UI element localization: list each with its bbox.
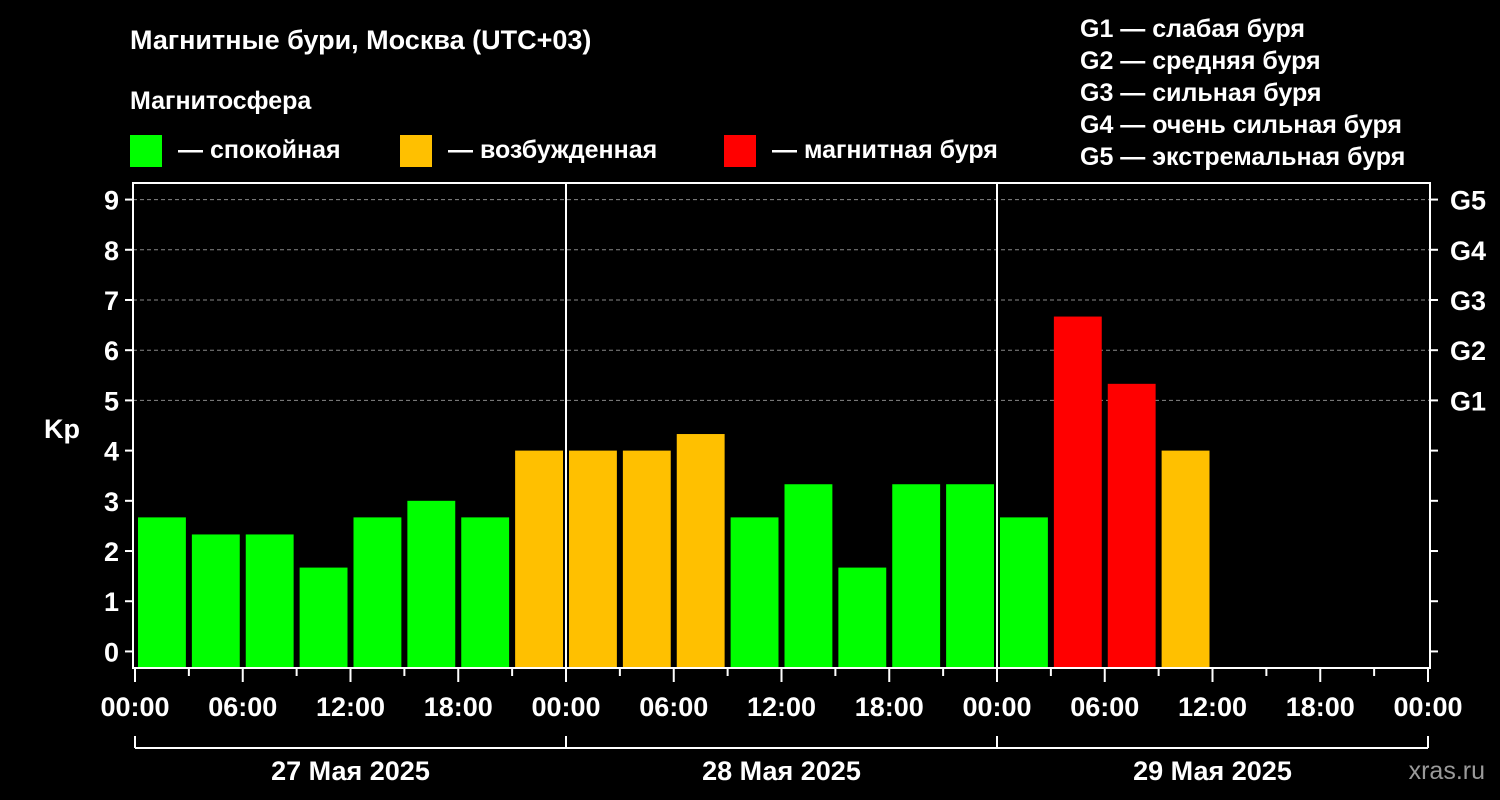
g-legend-item: G3 — сильная буря <box>1080 79 1322 107</box>
kp-bar <box>1107 383 1156 668</box>
kp-bar <box>676 434 725 668</box>
x-tick-label: 06:00 <box>1070 692 1139 722</box>
g-level-label: G4 <box>1450 236 1486 266</box>
legend-title: Магнитосфера <box>130 87 312 115</box>
legend-label: — спокойная <box>178 136 341 164</box>
watermark: xras.ru <box>1409 757 1485 785</box>
kp-bar <box>245 534 294 668</box>
kp-bar <box>461 517 510 668</box>
legend-swatch <box>400 135 432 167</box>
kp-bar <box>1053 316 1102 668</box>
g-legend-item: G4 — очень сильная буря <box>1080 111 1402 139</box>
kp-bar <box>191 534 240 668</box>
g-legend: G1 — слабая буря G2 — средняя буря G3 — си… <box>1080 15 1405 171</box>
y-tick-label: 6 <box>104 336 119 366</box>
chart-title: Магнитные бури, Москва (UTC+03) <box>130 25 591 55</box>
kp-bar <box>1000 517 1048 668</box>
plot-area: 0 1 2 3 4 5 6 7 8 9 G1 G2 G3 G4 G5 00:00 06:00 12:00 18:00… <box>100 182 1486 786</box>
kp-bar <box>946 484 994 668</box>
g-level-label: G3 <box>1450 286 1486 316</box>
kp-bar <box>730 517 779 668</box>
legend-label: — магнитная буря <box>772 136 998 164</box>
kp-bar <box>569 450 617 668</box>
y-tick-label: 3 <box>104 487 119 517</box>
kp-bar <box>353 517 402 668</box>
x-tick-label: 18:00 <box>424 692 493 722</box>
kp-bar <box>892 484 941 668</box>
x-tick-label: 06:00 <box>639 692 708 722</box>
kp-bar <box>784 484 833 668</box>
kp-bar <box>622 450 671 668</box>
y-tick-label: 9 <box>104 186 119 216</box>
g-legend-item: G1 — слабая буря <box>1080 15 1305 43</box>
legend-swatch <box>724 135 756 167</box>
y-tick-label: 8 <box>104 236 119 266</box>
g-legend-item: G5 — экстремальная буря <box>1080 143 1405 171</box>
x-tick-label: 18:00 <box>855 692 924 722</box>
y-tick-label: 1 <box>104 587 119 617</box>
x-tick-label: 12:00 <box>747 692 816 722</box>
x-tick-label: 12:00 <box>1178 692 1247 722</box>
x-tick-label: 12:00 <box>316 692 385 722</box>
kp-bar <box>1161 450 1210 668</box>
x-tick-label: 18:00 <box>1286 692 1355 722</box>
kp-bar <box>299 567 348 668</box>
kp-bar <box>515 450 563 668</box>
y-tick-label: 5 <box>104 386 119 416</box>
legend-label: — возбужденная <box>448 136 657 164</box>
legend: — спокойная — возбужденная — магнитная бур… <box>130 135 998 167</box>
y-axis-label: Kp <box>44 414 80 444</box>
y-tick-label: 0 <box>104 637 119 667</box>
x-tick-label: 00:00 <box>100 692 169 722</box>
g-level-label: G2 <box>1450 336 1486 366</box>
legend-swatch <box>130 135 162 167</box>
g-level-label: G1 <box>1450 386 1486 416</box>
y-tick-label: 2 <box>104 537 119 567</box>
g-level-label: G5 <box>1450 186 1486 216</box>
kp-bar <box>838 567 887 668</box>
x-tick-label: 00:00 <box>962 692 1031 722</box>
x-tick-label: 06:00 <box>208 692 277 722</box>
kp-bar <box>138 517 186 668</box>
day-label: 29 Мая 2025 <box>1133 756 1292 786</box>
day-label: 28 Мая 2025 <box>702 756 861 786</box>
y-tick-label: 4 <box>104 437 119 467</box>
kp-bar <box>407 500 456 668</box>
g-legend-item: G2 — средняя буря <box>1080 47 1321 75</box>
x-tick-label: 00:00 <box>531 692 600 722</box>
day-label: 27 Мая 2025 <box>271 756 430 786</box>
x-tick-label: 00:00 <box>1393 692 1462 722</box>
y-tick-label: 7 <box>104 286 119 316</box>
